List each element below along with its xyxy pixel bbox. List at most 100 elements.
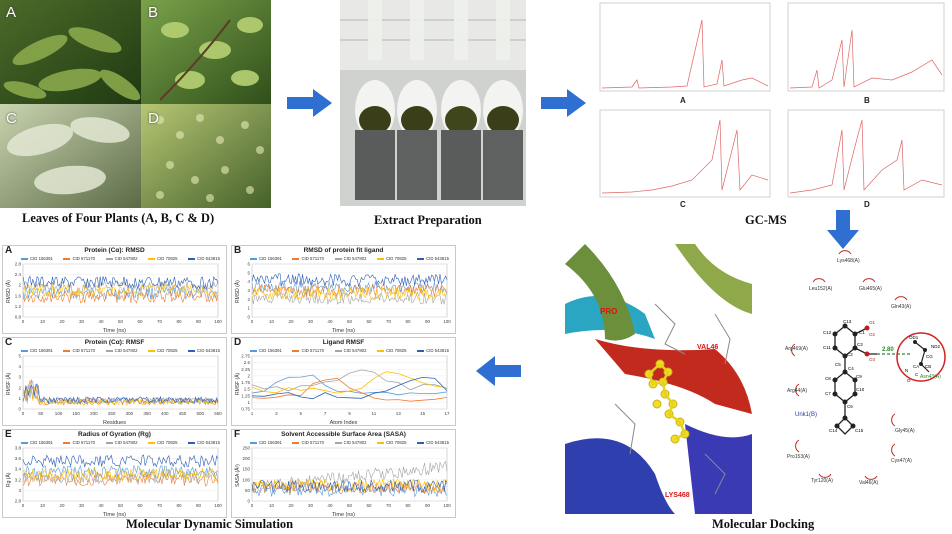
legend-label: CID 543815 xyxy=(426,348,449,353)
series-line xyxy=(251,460,448,494)
y-tick-label: 3.8 xyxy=(15,446,22,451)
leaves-caption: Leaves of Four Plants (A, B, C & D) xyxy=(22,211,215,225)
legend-swatch xyxy=(63,349,71,352)
arrow-right-icon xyxy=(287,89,332,117)
legend-entry: CID 156391 xyxy=(21,348,53,353)
legend-label: CID 156391 xyxy=(259,440,282,445)
md-chart-legend: CID 156391 CID 571170 CID 547802 CID 70825 C… xyxy=(21,440,220,445)
atom-label: C1 xyxy=(859,330,865,335)
x-tick-label: 40 xyxy=(98,503,104,508)
legend-swatch xyxy=(21,257,28,260)
md-chart-ylabel: RMSD (Å) xyxy=(235,279,241,303)
legend-swatch xyxy=(148,441,155,444)
y-tick-label: 3 xyxy=(247,288,250,293)
y-tick-label: 2 xyxy=(247,297,250,302)
x-tick-label: 80 xyxy=(176,503,182,508)
legend-label: CID 70825 xyxy=(157,348,178,353)
x-tick-label: 0 xyxy=(251,503,254,508)
y-tick-label: 2.5 xyxy=(244,360,251,365)
y-tick-label: 1 xyxy=(247,306,250,311)
md-chart-plot: 3.8 3.6 3.4 3.2 3 2.80 10 20 30 40 50 60 70 80 90 100 xyxy=(15,446,223,509)
series-line xyxy=(251,283,448,298)
y-tick-label: 0 xyxy=(247,315,250,320)
x-tick-label: 50 xyxy=(118,503,124,508)
legend-entry: CID 543815 xyxy=(188,440,220,445)
legend-label: CID 156391 xyxy=(259,348,282,353)
x-tick-label: 50 xyxy=(347,503,353,508)
legend-entry: CID 547802 xyxy=(334,440,367,445)
atom-label: C10 xyxy=(856,387,865,392)
legend-swatch xyxy=(417,441,425,444)
md-chart-title: RMSD of protein fit ligand xyxy=(303,247,384,254)
md-chart-d: D Ligand RMSF CID 156391 CID 571170 CID 5478… xyxy=(231,337,456,426)
docking-3d-view: PRO VAL46 LYS468 xyxy=(565,244,752,514)
y-tick-label: 150 xyxy=(242,467,250,472)
x-tick-label: 11 xyxy=(372,411,377,416)
atom-label: C7 xyxy=(825,391,831,396)
leaf-tile-label-d: D xyxy=(148,110,159,127)
series-line xyxy=(22,464,219,479)
residue-label: Cys47(A) xyxy=(891,458,912,464)
series-line xyxy=(251,478,448,493)
legend-label: CID 571170 xyxy=(301,440,325,445)
atom-label: C9 xyxy=(856,374,862,379)
plot-frame xyxy=(251,447,448,502)
gcms-caption: GC-MS xyxy=(745,213,787,227)
x-tick-label: 50 xyxy=(347,319,353,324)
y-tick-label: 5 xyxy=(18,354,21,359)
unk-ligand-label: Unk1(B) xyxy=(795,412,818,418)
x-tick-label: 70 xyxy=(386,319,392,324)
y-tick-label: 2 xyxy=(18,385,21,390)
md-chart-ylabel: RMSF (Å) xyxy=(6,372,12,395)
legend-swatch xyxy=(105,441,113,444)
partner-atom-label: C xyxy=(915,372,919,377)
series-line xyxy=(22,470,219,485)
legend-entry: CID 70825 xyxy=(377,348,407,353)
series-line xyxy=(251,483,448,498)
y-tick-label: 3 xyxy=(18,488,21,493)
residue-label: Arg469(A) xyxy=(785,346,808,352)
leaf-photo-grid: A B C D xyxy=(0,0,271,208)
legend-swatch xyxy=(292,441,300,444)
x-tick-label: 400 xyxy=(161,411,169,416)
atom-label: C5 xyxy=(835,362,841,367)
legend-swatch xyxy=(334,441,342,444)
legend-swatch xyxy=(21,349,28,352)
gcms-label-a: A xyxy=(680,96,686,105)
legend-label: CID 571170 xyxy=(301,256,325,261)
legend-swatch xyxy=(148,349,155,352)
y-tick-label: 0.8 xyxy=(15,315,22,320)
y-tick-label: 2.4 xyxy=(15,272,22,277)
y-tick-label: 2 xyxy=(247,373,250,378)
md-chart-title: Ligand RMSF xyxy=(322,339,365,346)
legend-entry: CID 547802 xyxy=(105,256,138,261)
x-tick-label: 20 xyxy=(59,503,65,508)
legend-label: CID 70825 xyxy=(386,348,407,353)
legend-entry: CID 547802 xyxy=(105,348,138,353)
x-tick-label: 0 xyxy=(22,411,25,416)
y-tick-label: 2.75 xyxy=(241,354,250,359)
legend-label: CID 156391 xyxy=(30,440,53,445)
x-tick-label: 9 xyxy=(348,411,351,416)
md-chart-title: Protein (Cα): RMSF xyxy=(84,339,145,346)
legend-label: CID 156391 xyxy=(30,256,53,261)
residue-label: Val46(A) xyxy=(859,480,879,486)
x-tick-label: 90 xyxy=(196,319,202,324)
x-tick-label: 40 xyxy=(327,503,333,508)
legend-entry: CID 70825 xyxy=(377,256,407,261)
y-tick-label: 50 xyxy=(245,488,251,493)
x-tick-label: 13 xyxy=(396,411,402,416)
x-tick-label: 20 xyxy=(59,319,65,324)
legend-entry: CID 543815 xyxy=(417,256,449,261)
x-tick-label: 3 xyxy=(275,411,278,416)
legend-swatch xyxy=(188,349,196,352)
docking-residue-val46: VAL46 xyxy=(697,344,719,351)
legend-entry: CID 543815 xyxy=(188,348,220,353)
arrow-left-icon xyxy=(476,356,521,386)
x-tick-label: 90 xyxy=(196,503,202,508)
legend-swatch xyxy=(188,257,196,260)
legend-entry: CID 571170 xyxy=(292,348,324,353)
y-tick-label: 5 xyxy=(247,270,250,275)
x-tick-label: 20 xyxy=(288,503,294,508)
legend-swatch xyxy=(292,257,300,260)
